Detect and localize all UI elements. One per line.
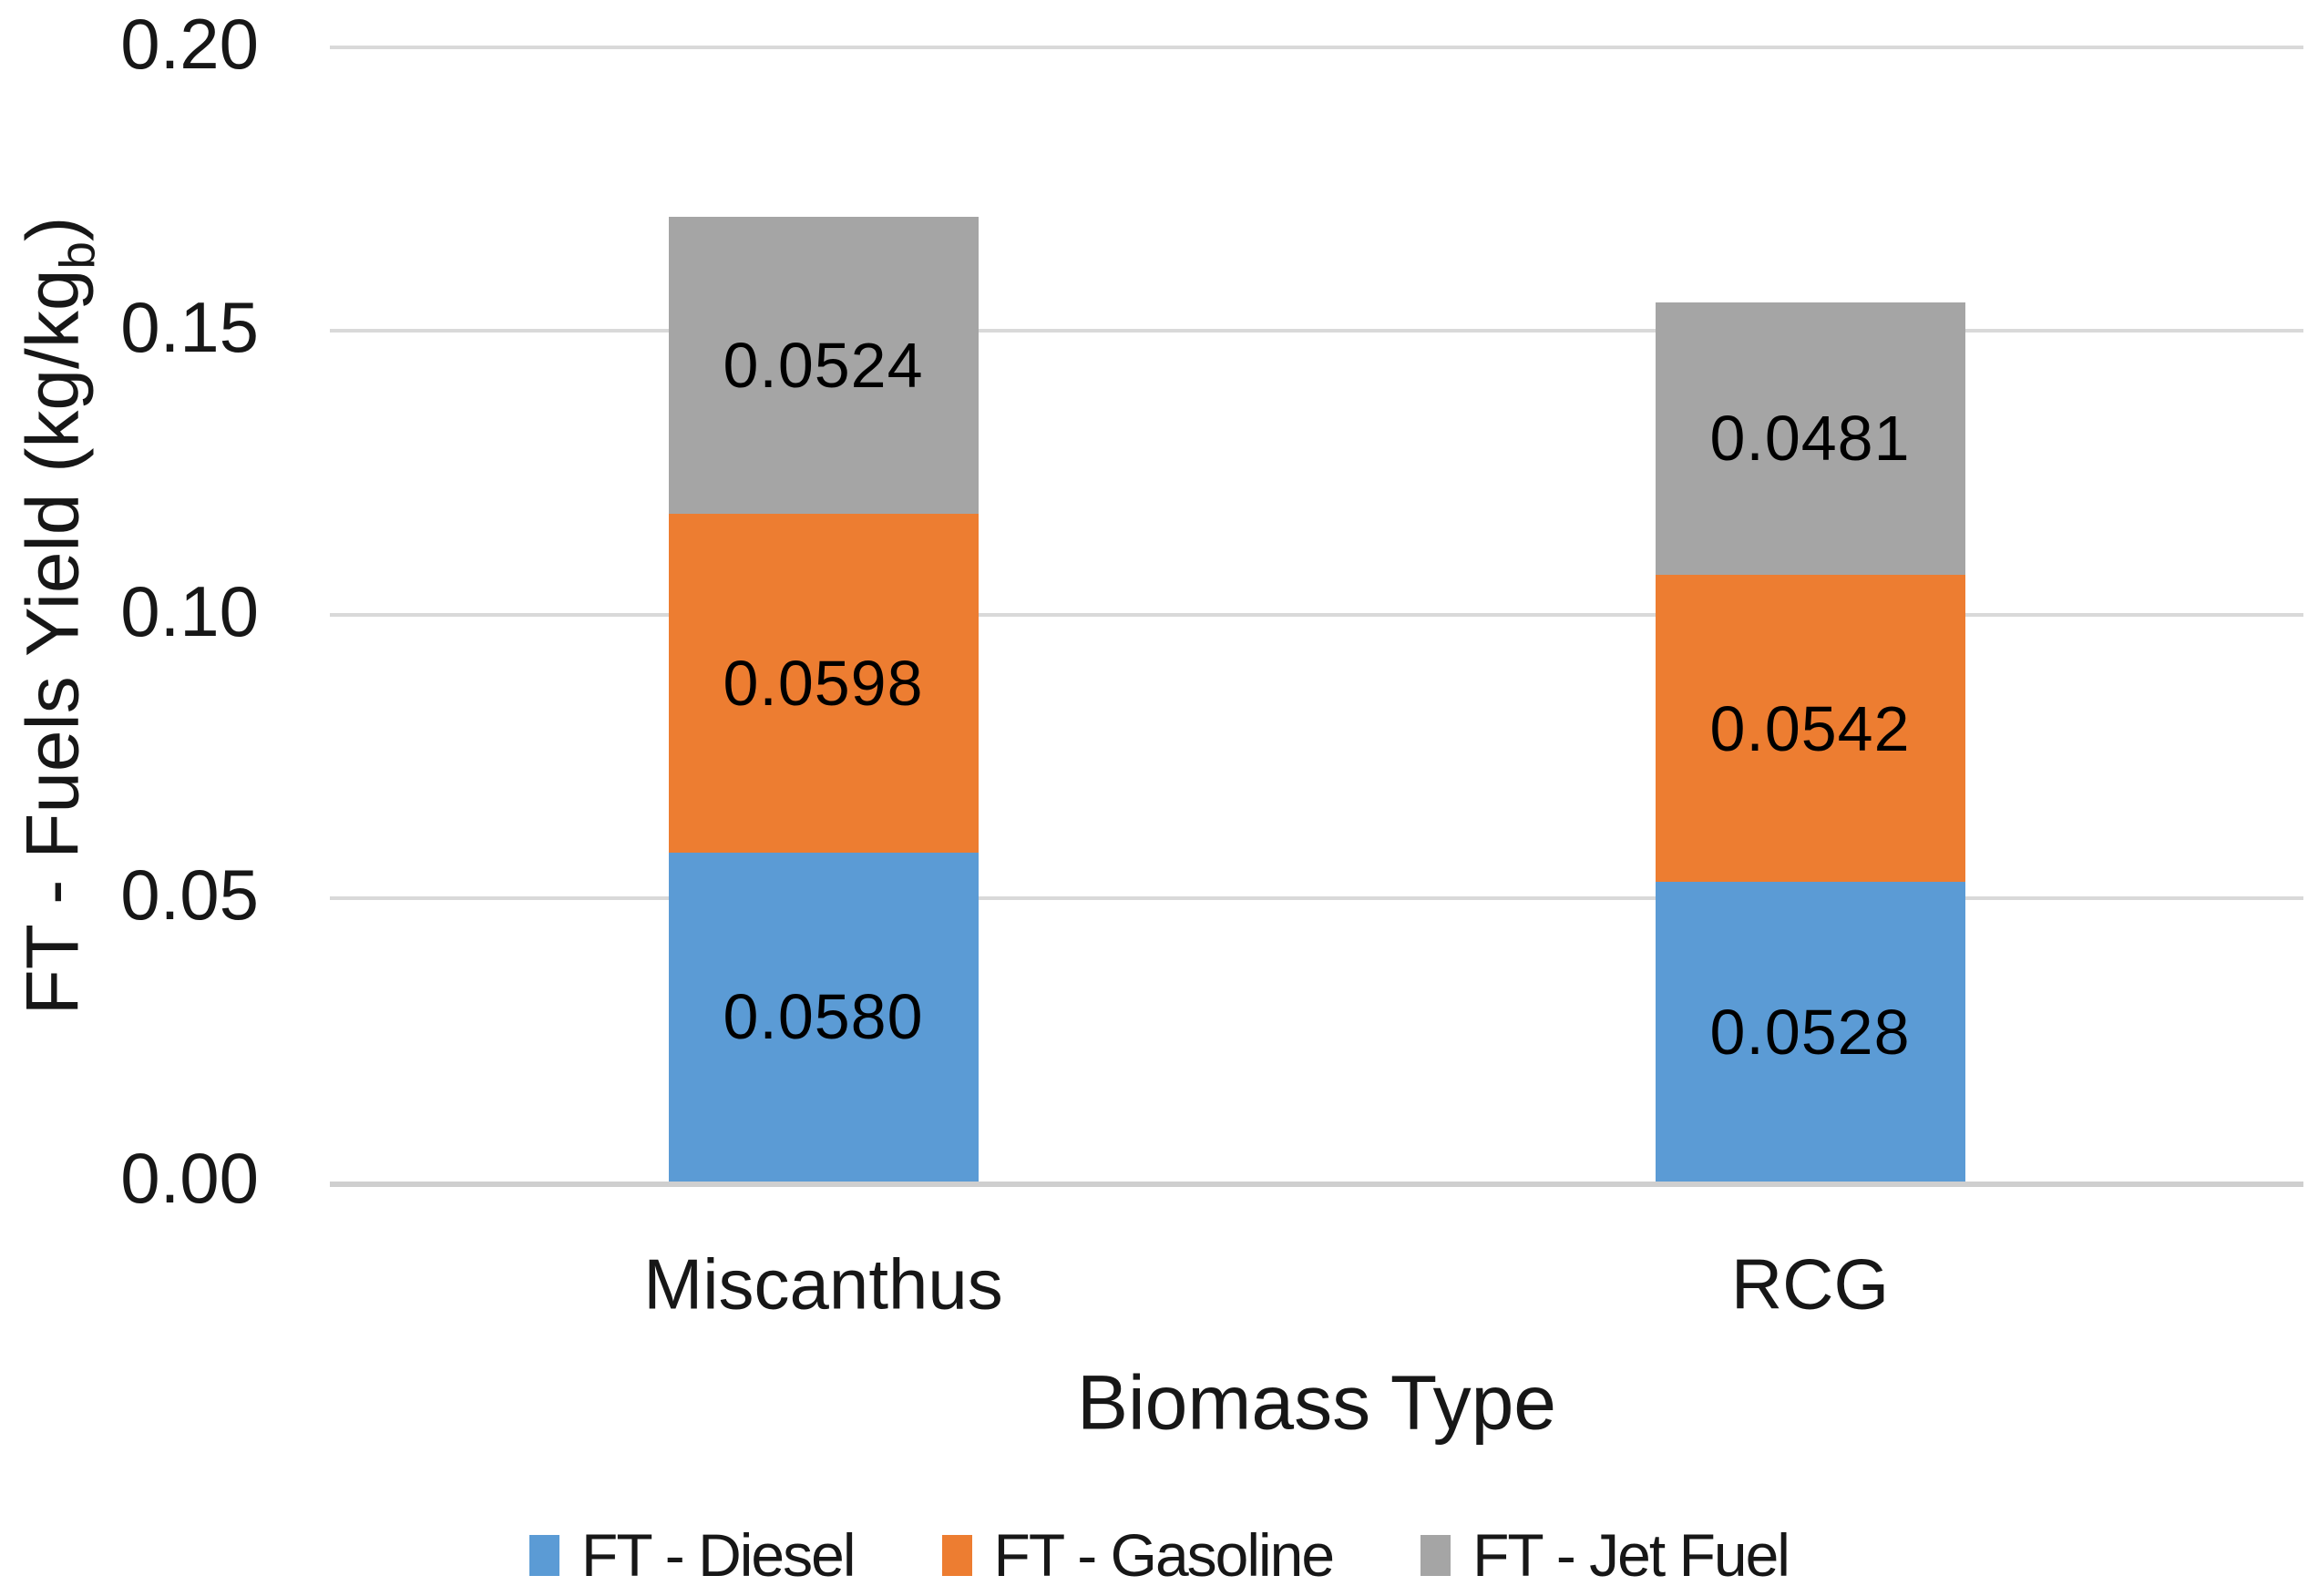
- bar-value-label: 0.0528: [1709, 996, 1911, 1068]
- bar-value-label: 0.0542: [1709, 692, 1911, 764]
- x-axis-title: Biomass Type: [1076, 1359, 1557, 1446]
- bar-segment-diesel: 0.0580: [668, 852, 979, 1182]
- legend-label: FT - Gasoline: [993, 1521, 1336, 1589]
- bar-segment-jetfuel: 0.0481: [1655, 302, 1965, 575]
- bar-segment-gasoline: 0.0598: [668, 513, 979, 853]
- y-axis-title-suffix: ): [11, 216, 95, 241]
- x-category-label: Miscanthus: [643, 1243, 1003, 1325]
- y-tick-label: 0.05: [120, 854, 259, 935]
- y-tick-label: 0.15: [120, 287, 259, 368]
- bar-value-label: 0.0481: [1709, 403, 1911, 475]
- legend-label: FT - Diesel: [581, 1521, 856, 1589]
- y-tick-label: 0.10: [120, 570, 259, 651]
- x-axis-line: [330, 1182, 2303, 1187]
- legend-swatch-icon: [941, 1534, 972, 1576]
- legend-swatch-icon: [1421, 1534, 1451, 1576]
- bar-value-label: 0.0598: [723, 647, 924, 719]
- legend: FT - Diesel FT - Gasoline FT - Jet Fuel: [0, 1516, 2318, 1594]
- legend-label: FT - Jet Fuel: [1472, 1521, 1790, 1589]
- bar-value-label: 0.0580: [723, 981, 924, 1053]
- legend-swatch-icon: [529, 1534, 560, 1576]
- bar-segment-diesel: 0.0528: [1655, 882, 1965, 1182]
- y-gridline: [330, 612, 2303, 617]
- y-gridline: [330, 46, 2303, 49]
- y-gridline: [330, 329, 2303, 333]
- y-gridline: [330, 895, 2303, 900]
- legend-item: FT - Jet Fuel: [1421, 1520, 1790, 1590]
- y-tick-label: 0.00: [120, 1137, 259, 1218]
- bar-segment-jetfuel: 0.0524: [668, 216, 979, 514]
- y-axis-title-subscript: b: [48, 240, 106, 270]
- y-tick-label: 0.20: [120, 3, 259, 84]
- x-category-label: RCG: [1730, 1243, 1890, 1325]
- bar-value-label: 0.0524: [723, 329, 924, 401]
- legend-item: FT - Gasoline: [941, 1520, 1336, 1590]
- bar-segment-gasoline: 0.0542: [1655, 574, 1965, 883]
- legend-item: FT - Diesel: [529, 1520, 856, 1590]
